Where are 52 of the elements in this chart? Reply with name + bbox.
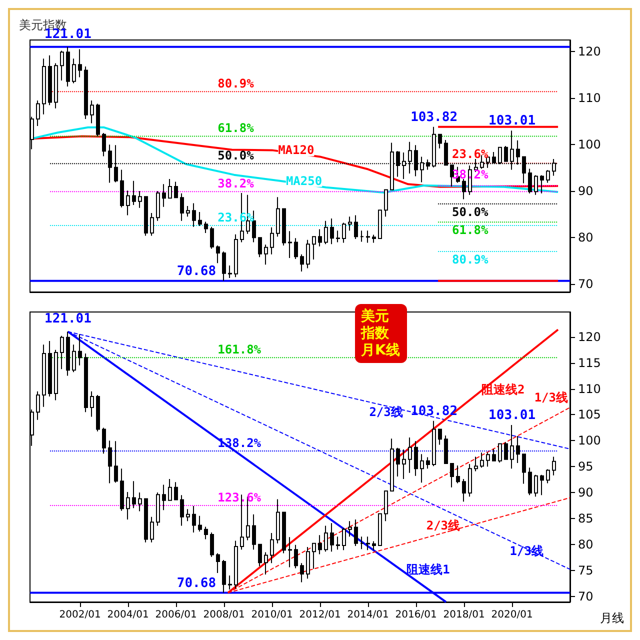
y-tick-label: 80: [578, 230, 594, 245]
series-label: 61.8%: [452, 223, 489, 238]
y-tick-label: 70: [578, 277, 594, 292]
annotation: 103.82: [410, 110, 458, 125]
series-label: 23.6%: [452, 147, 489, 162]
series-label: 50.0%: [452, 204, 489, 219]
annotation: 103.01: [488, 408, 536, 424]
y-tick-label: 95: [578, 460, 594, 474]
y-tick-label: 100: [578, 434, 601, 448]
annotation: 103.82: [410, 404, 458, 419]
y-tick-label: 85: [578, 511, 594, 526]
x-tick-label: 2004/01: [107, 610, 149, 620]
y-tick-label: 90: [578, 486, 594, 500]
series-label: 2/3线: [426, 518, 460, 533]
x-tick-label: 2014/01: [347, 610, 389, 620]
series-label: 61.8%: [218, 121, 255, 136]
x-tick-label: 2008/01: [203, 610, 245, 620]
series-label: 1/3线: [534, 390, 568, 404]
y-tick-label: 115: [578, 356, 601, 370]
annotation: 70.68: [176, 576, 216, 591]
y-tick-label: 90: [578, 184, 594, 198]
series-label: 161.8%: [218, 342, 262, 357]
y-tick-label: 70: [578, 589, 594, 604]
y-tick-label: 110: [578, 382, 601, 396]
series-label: 1/3线: [510, 544, 544, 558]
y-tick-label: 120: [578, 44, 601, 59]
y-tick-label: 110: [578, 91, 601, 106]
text: 美元指数月K线: [360, 308, 400, 358]
x-tick-label: 2018/01: [443, 610, 485, 620]
series-label: MA250: [286, 174, 322, 188]
text: 月线: [600, 611, 624, 625]
annotation: 70.68: [176, 264, 216, 279]
x-tick-label: 2020/01: [491, 610, 533, 620]
y-tick-label: 75: [578, 563, 594, 578]
annotation: 121.01: [44, 312, 92, 327]
series-label: MA120: [278, 143, 314, 158]
series-label: 80.9%: [218, 76, 255, 91]
y-tick-label: 100: [578, 138, 601, 152]
series-label: 阻速线1: [406, 562, 450, 577]
x-tick-label: 2002/01: [59, 610, 101, 620]
y-tick-label: 120: [578, 330, 601, 344]
x-tick-label: 2012/01: [299, 610, 341, 620]
series-label: 2/3线: [369, 405, 403, 420]
series-label: 80.9%: [452, 252, 489, 267]
x-tick-label: 2006/01: [155, 610, 197, 620]
series-label: 50.0%: [218, 148, 255, 163]
x-tick-label: 2010/01: [251, 610, 293, 620]
x-tick-label: 2016/01: [395, 610, 437, 620]
series-label: 38.2%: [218, 176, 255, 191]
y-tick-label: 80: [578, 537, 594, 552]
y-tick-label: 105: [578, 408, 601, 422]
annotation: 103.01: [488, 114, 536, 129]
